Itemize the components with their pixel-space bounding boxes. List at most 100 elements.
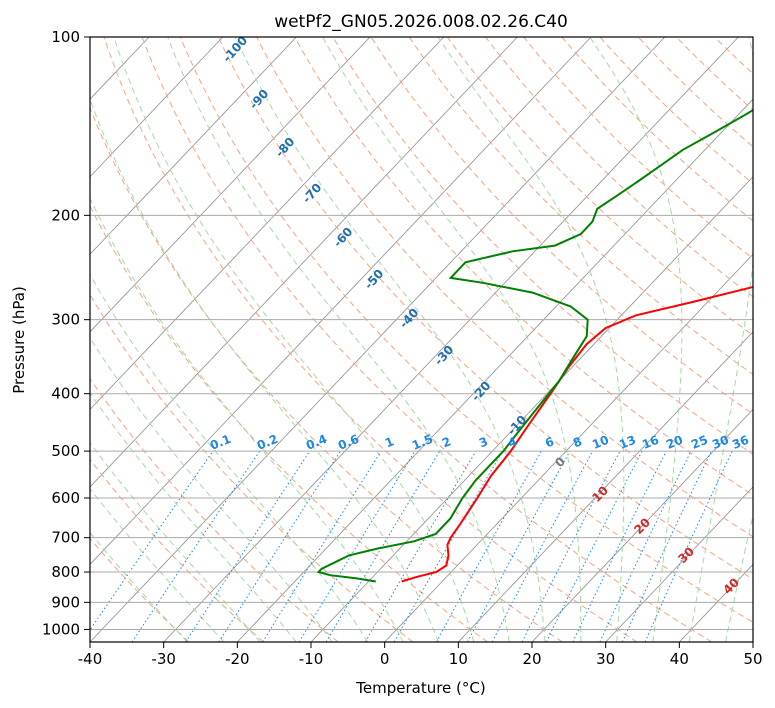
dry-adiabat-label: -80 [273, 135, 298, 160]
series-layer [316, 108, 753, 583]
dry-adiabat-line [141, 37, 712, 642]
moist-adiabat-line [90, 336, 333, 642]
mixing-ratio-label: 25 [689, 433, 710, 452]
moist-adiabat-line [113, 37, 475, 642]
mixing-ratio-line [545, 450, 643, 642]
x-tick-label: -40 [78, 650, 103, 668]
isotherm-line [163, 37, 739, 642]
isotherm-line [0, 37, 2, 642]
dry-adiabat-line [90, 537, 190, 642]
moist-adiabat-line [90, 197, 404, 642]
y-tick-label: 800 [51, 563, 80, 581]
mixing-ratio-line [572, 450, 667, 642]
x-tick-label: 20 [522, 650, 541, 668]
dry-adiabat-line [90, 293, 414, 642]
isotherm-line [605, 486, 753, 642]
dry-adiabat-label: -20 [469, 379, 494, 404]
dry-adiabat-line [370, 37, 753, 415]
dry-adiabat-label: -40 [397, 306, 422, 331]
mixing-ratio-label: 0.2 [255, 432, 280, 453]
isotherm-line [90, 37, 518, 488]
mixing-ratio-label: 1 [383, 434, 396, 450]
mixing-ratio-line [90, 450, 214, 631]
mixing-ratio-line [185, 450, 311, 642]
y-axis-label: Pressure (hPa) [10, 286, 28, 394]
dry-adiabat-line [485, 37, 753, 298]
y-tick-label: 900 [51, 593, 80, 611]
dry-adiabat-line [103, 37, 638, 642]
y-tick-label: 200 [51, 206, 80, 224]
moist-adiabat-line [725, 513, 753, 642]
mixing-ratio-label: 0.1 [208, 432, 233, 453]
x-tick-label: -10 [299, 650, 324, 668]
mixing-ratio-label: 8 [571, 434, 584, 450]
x-tick-label: 30 [596, 650, 615, 668]
temperature-line [401, 285, 753, 583]
mixing-ratio-label: 20 [664, 433, 685, 452]
moist-adiabat-line [90, 488, 225, 642]
isotherm-line [90, 37, 371, 333]
dry-adiabat-line [752, 37, 753, 39]
plot-frame [89, 36, 754, 643]
y-tick-label: 1000 [42, 620, 80, 638]
mixing-ratio-label: 30 [710, 433, 731, 452]
y-tick-label: 500 [51, 442, 80, 460]
moist-adiabat-line [167, 37, 510, 642]
y-axis: 1000 900 800 700 600 500 400 300 200 100 [42, 28, 90, 638]
moist-adiabat-line [90, 531, 188, 642]
dry-adiabat-line [294, 37, 753, 496]
mixing-ratio-line [218, 450, 341, 642]
isotherm-line [236, 98, 753, 642]
isotherm-line [752, 641, 753, 642]
y-tick-label: 300 [51, 311, 80, 329]
dry-adiabat-line [637, 37, 753, 148]
dry-adiabat-line [90, 204, 488, 642]
mixing-ratio-line [262, 450, 382, 642]
x-tick-label: 10 [449, 650, 468, 668]
mixing-ratio-line [298, 450, 416, 642]
moist-adiabat-line [234, 37, 546, 642]
x-tick-label: 40 [670, 650, 689, 668]
dry-adiabat-label: -90 [247, 87, 272, 112]
isotherm-line [90, 37, 592, 566]
mixing-ratio-label: 6 [543, 434, 556, 450]
dry-adiabat-line [217, 37, 753, 580]
dry-adiabat-label: -60 [331, 225, 356, 250]
moist-adiabat-line [90, 392, 297, 642]
mixing-ratio-line [131, 450, 261, 642]
moist-adiabat-line [437, 37, 625, 642]
moist-adiabat-line [688, 37, 753, 642]
x-tick-label: -20 [225, 650, 250, 668]
chart-title: wetPf2_GN05.2026.008.02.26.C40 [274, 12, 568, 32]
mixing-ratio-label: 0.4 [304, 432, 329, 453]
mixing-ratio-line [364, 450, 477, 642]
x-tick-label: 50 [743, 650, 762, 668]
moist-adiabat-line [322, 37, 582, 642]
moist-adiabat-line [90, 98, 439, 642]
x-tick-label: -30 [151, 650, 176, 668]
moist-adiabat-line [90, 273, 369, 642]
y-tick-label: 400 [51, 385, 80, 403]
mixing-ratio-line [435, 450, 542, 642]
isotherm-line [90, 37, 224, 178]
isotherm-line [384, 253, 753, 642]
y-tick-label: 100 [51, 28, 80, 46]
dry-adiabat-line [523, 37, 753, 260]
dry-adiabat-line [446, 37, 753, 336]
dewpoint-line [316, 108, 753, 583]
dry-adiabat-label: -30 [432, 343, 457, 368]
isotherm-line [90, 37, 297, 255]
dry-adiabat-line [561, 37, 753, 222]
background-lines [0, 37, 753, 642]
dry-adiabat-label: -50 [362, 267, 387, 292]
y-tick-label: 600 [51, 489, 80, 507]
x-tick-label: 0 [380, 650, 390, 668]
mixing-ratio-label: 36 [730, 433, 751, 452]
mixing-ratio-label: 0.6 [336, 432, 361, 453]
line-labels: 0.1 0.2 0.4 0.6 1 1.5 2 3 4 6 8 10 13 16 20 25 30 36-100-… [208, 33, 751, 597]
y-tick-label: 700 [51, 529, 80, 547]
mixing-ratio-line [644, 450, 733, 642]
isotherm-line [90, 37, 445, 411]
dry-adiabat-line [90, 106, 563, 642]
